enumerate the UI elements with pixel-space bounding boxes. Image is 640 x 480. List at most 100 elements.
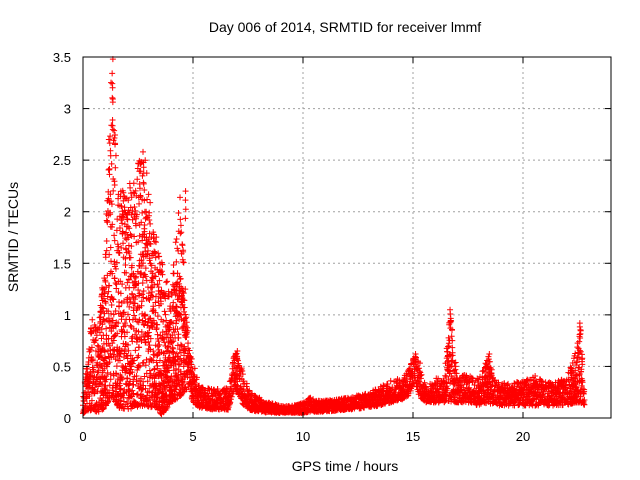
data-point [137, 193, 144, 200]
x-tick-label: 0 [79, 429, 86, 444]
data-point [127, 254, 134, 261]
data-points [80, 56, 588, 418]
data-point [159, 261, 166, 268]
data-point [124, 299, 131, 306]
data-point [129, 291, 136, 298]
data-point [417, 375, 424, 382]
data-point [129, 316, 136, 323]
data-point [132, 222, 139, 229]
data-point [127, 231, 134, 238]
data-point [158, 268, 165, 275]
data-point [159, 335, 166, 342]
data-point [102, 278, 109, 285]
data-point [98, 381, 105, 388]
data-point [178, 392, 185, 399]
data-point [107, 211, 114, 218]
data-point [124, 311, 131, 318]
data-point [106, 140, 113, 147]
data-point [141, 228, 148, 235]
data-point [178, 229, 185, 236]
data-point [155, 389, 162, 396]
data-point [174, 245, 181, 252]
data-point [161, 339, 168, 346]
data-point [111, 237, 118, 244]
data-point [111, 275, 118, 282]
data-point [180, 259, 187, 266]
data-point [125, 234, 132, 241]
data-point [116, 357, 123, 364]
data-point [170, 299, 177, 306]
data-point [411, 370, 418, 377]
data-point [110, 187, 117, 194]
data-point [89, 357, 96, 364]
data-point [118, 203, 125, 210]
data-point [138, 298, 145, 305]
data-point [120, 240, 127, 247]
data-point [136, 185, 143, 192]
data-point [172, 239, 179, 246]
data-point [173, 320, 180, 327]
data-point [148, 289, 155, 296]
data-point [246, 387, 253, 394]
data-point [89, 316, 96, 323]
y-tick-label: 1.5 [53, 256, 71, 271]
data-point [174, 342, 181, 349]
data-point [228, 383, 235, 390]
data-point [184, 327, 191, 334]
data-point [136, 200, 143, 207]
data-point [152, 309, 159, 316]
data-point [105, 315, 112, 322]
data-point [227, 399, 234, 406]
data-point [154, 321, 161, 328]
data-point [134, 176, 141, 183]
data-point [146, 342, 153, 349]
data-point [171, 357, 178, 364]
y-tick-label: 1 [64, 308, 71, 323]
data-point [115, 320, 122, 327]
data-point [85, 389, 92, 396]
data-point [154, 313, 161, 320]
data-point [141, 321, 148, 328]
data-point [180, 388, 187, 395]
data-point [177, 222, 184, 229]
data-point [132, 187, 139, 194]
data-point [421, 379, 428, 386]
data-point [176, 311, 183, 318]
data-point [132, 293, 139, 300]
data-point [164, 374, 171, 381]
data-point [175, 210, 182, 217]
data-point [169, 339, 176, 346]
data-point [180, 290, 187, 297]
data-point [188, 355, 195, 362]
data-point [107, 376, 114, 383]
data-point [169, 332, 176, 339]
data-point [169, 345, 176, 352]
data-point [142, 312, 149, 319]
data-point [166, 350, 173, 357]
data-point [127, 378, 134, 385]
data-point [102, 355, 109, 362]
data-point [129, 387, 136, 394]
data-point [146, 296, 153, 303]
data-point [142, 362, 149, 369]
data-point [133, 211, 140, 218]
data-point [128, 194, 135, 201]
data-point [136, 316, 143, 323]
data-point [138, 328, 145, 335]
data-point [88, 397, 95, 404]
data-point [109, 117, 116, 124]
data-point [127, 352, 134, 359]
x-tick-label: 20 [516, 429, 530, 444]
data-point [131, 357, 138, 364]
data-point [152, 239, 159, 246]
data-point [98, 309, 105, 316]
data-point [160, 318, 167, 325]
data-point [185, 340, 192, 347]
data-point [130, 180, 137, 187]
data-point [149, 323, 156, 330]
data-point [127, 322, 134, 329]
data-point [175, 372, 182, 379]
data-point [102, 298, 109, 305]
data-point [151, 248, 158, 255]
